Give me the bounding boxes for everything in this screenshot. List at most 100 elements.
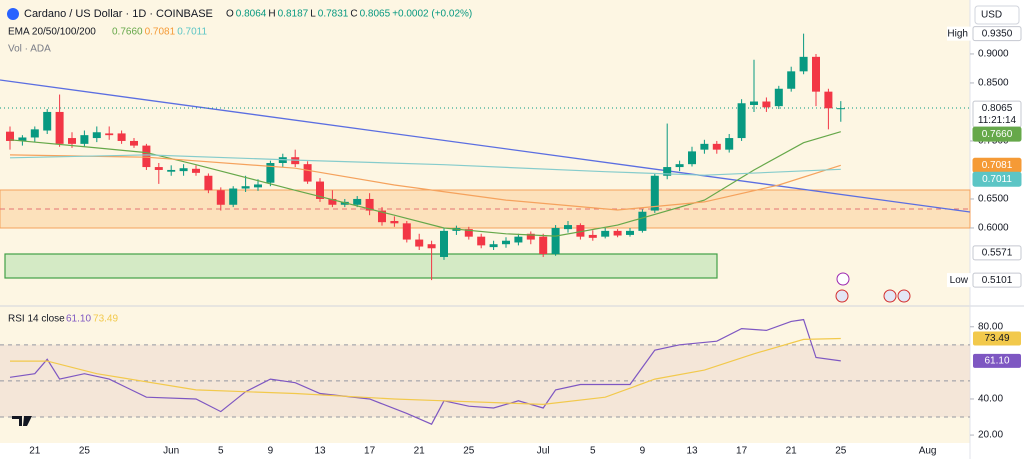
ema-line bbox=[9, 154, 841, 176]
event-icon[interactable] bbox=[883, 289, 897, 303]
candle-body bbox=[638, 211, 647, 231]
rsi-value-label: 73.49 bbox=[984, 333, 1009, 344]
candle-body bbox=[154, 167, 163, 170]
x-tick-label: Jul bbox=[537, 446, 550, 457]
candle-body bbox=[725, 138, 734, 150]
currency-label[interactable]: USD bbox=[981, 10, 1002, 21]
x-tick-label: 5 bbox=[590, 446, 596, 457]
candle-body bbox=[588, 234, 597, 238]
candle-body bbox=[700, 143, 709, 150]
x-tick-label: 25 bbox=[79, 446, 91, 457]
candle-body bbox=[43, 111, 52, 131]
ema-value: 0.7081 bbox=[145, 27, 176, 38]
x-tick-label: 17 bbox=[736, 446, 748, 457]
rsi-legend: 61.10 73.49 bbox=[66, 314, 118, 325]
candle-body bbox=[365, 198, 374, 211]
candle-body bbox=[390, 221, 399, 224]
x-tick-label: Jun bbox=[163, 446, 179, 457]
x-tick-label: 21 bbox=[414, 446, 426, 457]
y-tick-label: 80.00 bbox=[978, 321, 1003, 332]
candle-body bbox=[489, 244, 498, 248]
rsi-value: 61.10 bbox=[66, 314, 91, 325]
rsi-title: RSI 14 close bbox=[8, 314, 65, 325]
candle-body bbox=[650, 175, 659, 211]
candle-body bbox=[774, 88, 783, 107]
y-tick-label: 40.00 bbox=[978, 394, 1003, 405]
volume-title: Vol · ADA bbox=[8, 44, 51, 55]
candle-body bbox=[18, 137, 27, 141]
candle-body bbox=[192, 168, 200, 173]
candle-body bbox=[440, 230, 448, 257]
y-tick-label: 20.00 bbox=[978, 430, 1003, 441]
price-label: 0.7011 bbox=[982, 174, 1012, 185]
candle-body bbox=[80, 135, 89, 144]
rsi-line bbox=[10, 337, 841, 406]
candle-body bbox=[787, 71, 796, 89]
candle-body bbox=[836, 108, 845, 110]
candle-body bbox=[551, 227, 560, 255]
ema-value: 0.7660 bbox=[112, 27, 143, 38]
candle-body bbox=[564, 225, 572, 230]
y-tick-label: 0.9000 bbox=[978, 49, 1009, 60]
price-label-box bbox=[972, 272, 1022, 288]
price-label: 0.9350 bbox=[982, 28, 1013, 39]
brand-logo bbox=[12, 416, 32, 426]
candle-body bbox=[663, 167, 672, 176]
candle-body bbox=[303, 164, 312, 182]
rsi-value-box bbox=[973, 331, 1021, 346]
symbol-logo bbox=[7, 8, 19, 20]
candle-body bbox=[204, 175, 213, 191]
candle-body bbox=[30, 129, 39, 138]
event-icon[interactable] bbox=[897, 289, 911, 303]
candle-body bbox=[576, 225, 585, 237]
candle-body bbox=[254, 184, 262, 188]
candle-body bbox=[526, 233, 535, 240]
candle-body bbox=[812, 56, 820, 92]
ohlc-value: 0.8187 bbox=[278, 9, 309, 20]
ohlc-value: 0.7831 bbox=[318, 9, 349, 20]
ohlc-value: 0.8064 bbox=[236, 9, 267, 20]
x-tick-label: Aug bbox=[919, 446, 937, 457]
ohlc-legend: O 0.8064 H 0.8187 L 0.7831 C 0.8065 +0.0002 (+0.… bbox=[226, 9, 472, 20]
candle-body bbox=[378, 210, 386, 223]
price-label: 0.5571 bbox=[982, 247, 1013, 258]
price-caption-box bbox=[947, 26, 971, 41]
candle-body bbox=[117, 133, 126, 141]
candle-body bbox=[167, 169, 176, 172]
candle-body bbox=[316, 181, 324, 199]
candle-body bbox=[464, 229, 473, 237]
x-tick-label: 21 bbox=[29, 446, 41, 457]
candle-body bbox=[105, 133, 114, 136]
candle-body bbox=[799, 56, 808, 72]
ema-legend: 0.7660 0.7081 0.7011 bbox=[112, 27, 207, 38]
candle-body bbox=[402, 223, 411, 240]
candle-body bbox=[502, 240, 510, 245]
price-label-box bbox=[972, 26, 1022, 42]
ohlc-key: C bbox=[350, 9, 357, 20]
y-tick-label: 0.8500 bbox=[978, 78, 1009, 89]
event-icon[interactable] bbox=[835, 289, 849, 303]
price-label: 0.7081 bbox=[982, 160, 1013, 171]
candle-body bbox=[514, 236, 523, 243]
candle-body bbox=[130, 140, 138, 146]
currency-button[interactable] bbox=[974, 5, 1020, 25]
candle-body bbox=[737, 103, 746, 139]
x-tick-label: 17 bbox=[364, 446, 376, 457]
resistance-zone bbox=[0, 189, 971, 229]
price-label-box bbox=[972, 171, 1022, 187]
y-tick-label: 0.6000 bbox=[978, 223, 1009, 234]
candle-body bbox=[762, 101, 771, 108]
ohlc-change: +0.0002 (+0.02%) bbox=[392, 9, 472, 20]
x-tick-label: 13 bbox=[314, 446, 326, 457]
event-icon[interactable] bbox=[836, 272, 850, 286]
price-axis-background bbox=[970, 0, 1024, 459]
price-caption-box bbox=[947, 273, 971, 288]
ema-line bbox=[9, 154, 841, 211]
candle-body bbox=[601, 230, 610, 237]
price-label: 0.7660 bbox=[982, 129, 1013, 140]
price-label-box bbox=[972, 126, 1022, 142]
candle-body bbox=[55, 111, 64, 144]
price-countdown: 11:21:14 bbox=[978, 115, 1017, 126]
candle-body bbox=[6, 131, 14, 141]
